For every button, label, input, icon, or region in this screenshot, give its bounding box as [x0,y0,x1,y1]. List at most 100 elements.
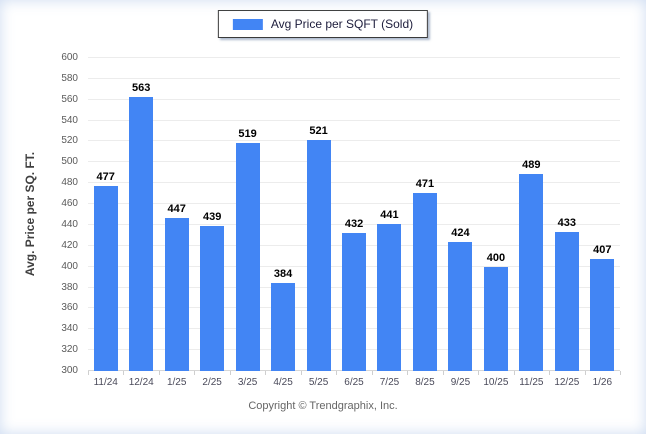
y-tick-label: 460 [61,198,78,210]
bar-value-label: 441 [380,208,399,221]
y-tick-label: 440 [61,218,78,230]
gridline [88,223,620,225]
x-boundary-tick [584,371,586,375]
plot-area: 477 563 447 439 519 384 521 432 441 471 424 400 489 4… [88,57,621,375]
y-tick-label: 400 [61,260,78,272]
bar-column: 519 [230,58,265,371]
bar-column: 433 [549,58,584,371]
x-tick-label: 1/25 [166,377,187,388]
x-tick-label: 7/25 [379,377,400,388]
gridline [88,203,620,205]
gridline [88,119,620,121]
x-tick-label: 2/25 [202,377,222,388]
y-tick-label: 320 [61,344,78,356]
x-boundary-tick [229,371,231,375]
bar [129,96,154,371]
x-tick-label: 1/26 [592,377,613,388]
x-tick-label: 10/25 [483,377,509,388]
gridline [88,161,620,163]
x-boundary-tick [407,371,409,375]
y-axis-title: Avg. Price per SQ. FT. [23,151,37,277]
bar-column: 407 [585,58,620,371]
copyright-text: Copyright © Trendgraphix, Inc. [248,400,398,412]
bar [164,217,189,371]
bar [377,223,402,371]
bar-column: 424 [443,58,478,371]
bar-value-label: 489 [522,158,541,171]
bar-value-label: 432 [344,218,364,231]
bar-value-label: 407 [593,244,612,257]
x-tick-label: 3/25 [237,377,258,388]
bar-column: 384 [265,58,300,371]
y-tick-label: 360 [61,302,78,314]
y-tick-label: 580 [61,72,78,84]
bar-value-label: 521 [309,125,328,138]
bar-column: 447 [159,58,194,371]
bar [306,140,331,371]
x-boundary-tick [371,371,373,375]
y-tick-label: 520 [61,135,78,147]
bar [448,241,473,371]
x-boundary-tick [265,371,267,375]
bar-value-label: 471 [415,177,435,190]
legend-swatch-icon [232,18,263,30]
x-boundary-tick [478,371,480,375]
y-axis-tick-labels: 300 320 340 360 380 400 420 440 460 480 500 520 540 5… [46,53,82,376]
x-tick-label: 5/25 [308,377,329,388]
x-tick-label: 11/25 [519,377,544,388]
x-tick-label: 8/25 [415,377,435,388]
y-tick-label: 480 [61,177,78,189]
bar-column: 489 [514,58,549,371]
bar-value-label: 384 [273,268,293,281]
x-boundary-tick [158,371,160,375]
gridline [88,140,620,142]
bar [200,225,225,371]
gridline [88,98,620,100]
x-tick-label: 4/25 [273,377,293,388]
x-axis-tick-labels: 11/24 12/24 1/25 2/25 3/25 4/25 5/25 6/25 7/25 8/… [88,377,620,388]
bar-value-label: 433 [557,217,576,230]
y-tick-label: 340 [61,323,78,335]
bar-column: 439 [194,58,229,371]
x-tick-label: 11/24 [93,377,118,388]
bar [93,186,118,371]
legend: Avg Price per SQFT (Sold) [217,10,429,38]
bar-value-label: 447 [167,202,186,215]
x-tick-label: 9/25 [450,377,471,388]
x-boundary-tick [336,371,338,375]
bar-value-label: 400 [486,251,506,264]
bar-value-label: 439 [202,210,222,223]
bar [412,192,437,371]
bar-column: 400 [478,58,513,371]
x-boundary-tick [123,371,125,375]
gridline [88,57,620,58]
x-tick-label: 6/25 [344,377,364,388]
gridline [88,182,620,184]
x-boundary-tick [442,371,444,375]
gridline [88,77,620,79]
x-boundary-tick [513,371,515,375]
y-tick-label: 500 [61,156,78,168]
y-tick-label: 420 [61,239,78,251]
bar [235,142,260,371]
y-tick-label: 540 [61,114,78,126]
bar-value-label: 563 [132,81,151,94]
bar-column: 563 [123,58,158,371]
bar [271,283,296,371]
x-tick-label: 12/24 [128,377,154,388]
x-boundary-tick [88,371,89,375]
bar-value-label: 519 [238,127,257,140]
x-boundary-tick [194,371,196,375]
bar-value-label: 477 [96,171,115,184]
y-tick-label: 380 [61,281,78,293]
bar [342,233,367,371]
bar-column: 471 [407,58,442,371]
bar-column: 432 [336,58,371,371]
bar-value-label: 424 [451,226,470,239]
bar [590,259,615,371]
x-axis-boundary-ticks [88,371,621,375]
legend-label: Avg Price per SQFT (Sold) [270,17,414,31]
x-boundary-tick [620,371,621,375]
x-boundary-tick [549,371,551,375]
